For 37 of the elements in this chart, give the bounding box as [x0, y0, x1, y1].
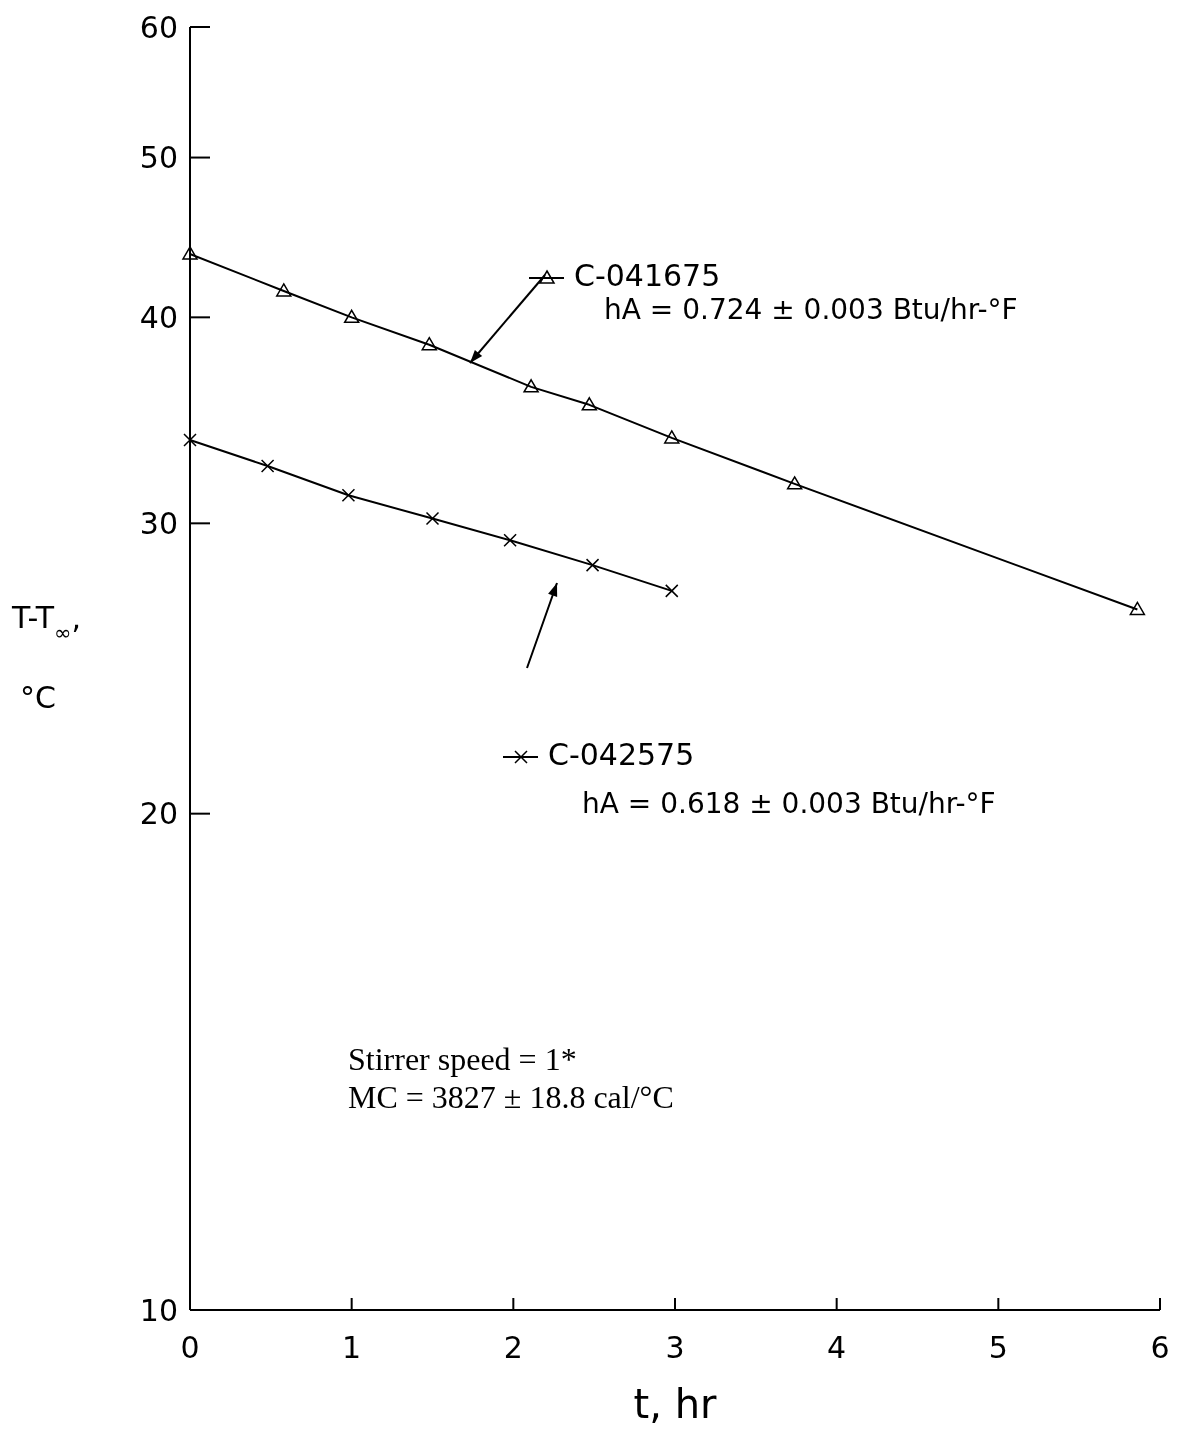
x-tick-label: 5 — [988, 1330, 1008, 1365]
annotation: Stirrer speed = 1* — [348, 1041, 577, 1077]
point — [523, 379, 539, 393]
y-tick-label: 40 — [139, 299, 178, 335]
x-tick-label: 1 — [342, 1330, 362, 1365]
x-tick-label: 6 — [1150, 1330, 1170, 1365]
x-tick-label: 4 — [827, 1330, 847, 1365]
point — [1129, 601, 1146, 616]
annotation: hA = 0.724 ± 0.003 Btu/hr-°F — [604, 293, 1018, 326]
y-tick-label: 10 — [139, 1292, 178, 1328]
point — [341, 488, 356, 502]
point — [343, 309, 360, 324]
point — [182, 246, 198, 260]
point — [276, 283, 292, 297]
point — [260, 459, 275, 473]
x-tick-label: 0 — [180, 1330, 200, 1365]
y-tick-label: 60 — [139, 9, 178, 45]
point — [421, 336, 438, 351]
x-axis-title: t, hr — [633, 1381, 717, 1427]
point — [786, 476, 803, 490]
x-tick-label: 2 — [503, 1330, 523, 1365]
annotation: MC = 3827 ± 18.8 cal/°C — [348, 1079, 674, 1115]
point — [581, 397, 598, 411]
legend-label: C-041675 — [574, 258, 721, 293]
y-tick-label: 20 — [139, 796, 178, 832]
x-tick-label: 3 — [665, 1330, 685, 1365]
point — [503, 533, 517, 547]
point — [585, 558, 600, 572]
text: T-T$_{∞}$, °C — [12, 600, 82, 715]
point — [664, 430, 680, 444]
point — [425, 511, 440, 526]
point — [183, 433, 197, 447]
annotation: hA = 0.618 ± 0.003 Btu/hr-°F — [582, 787, 996, 820]
y-tick-label: 50 — [139, 140, 178, 176]
y-tick-label: 30 — [139, 505, 178, 541]
point — [665, 584, 679, 598]
legend-label: C-042575 — [548, 737, 695, 772]
